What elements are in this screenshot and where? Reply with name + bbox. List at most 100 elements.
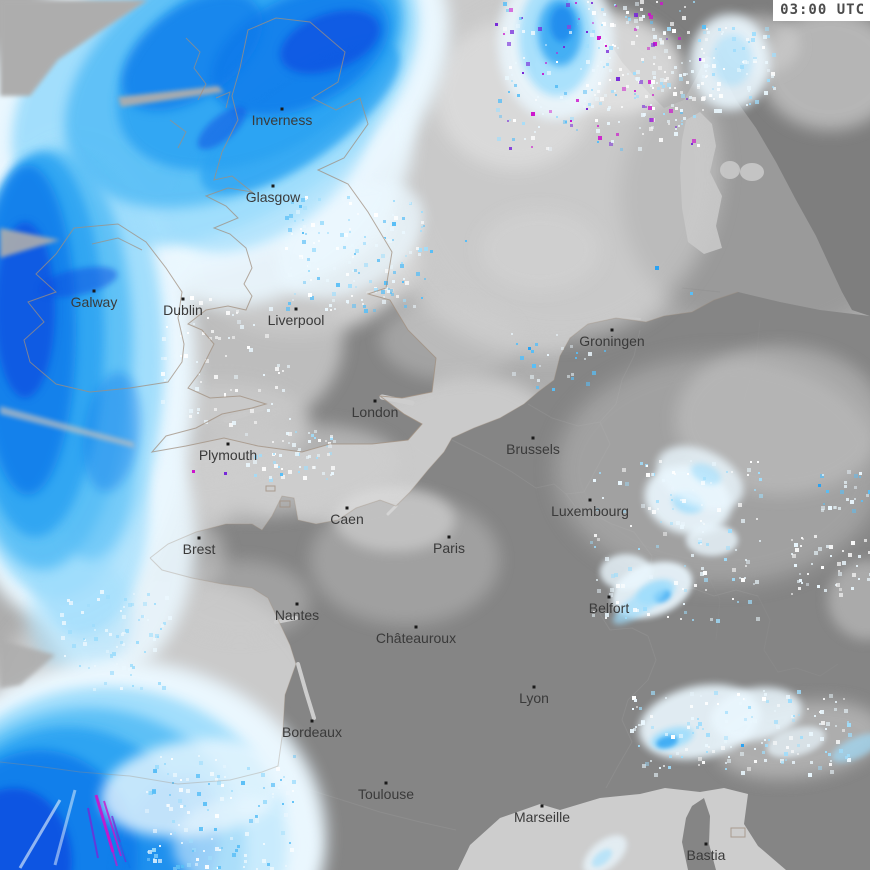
speckle xyxy=(143,602,147,606)
speckle xyxy=(174,832,176,834)
speckle xyxy=(793,715,795,717)
speckle xyxy=(642,61,644,63)
speckle xyxy=(848,733,852,737)
speckle xyxy=(616,133,619,136)
city-label: Plymouth xyxy=(199,447,257,463)
speckle xyxy=(754,489,756,491)
speckle xyxy=(643,113,646,116)
speckle xyxy=(180,355,182,357)
city-label: Bordeaux xyxy=(282,724,342,740)
speckle xyxy=(195,863,198,866)
speckle xyxy=(79,665,81,667)
speckle xyxy=(728,529,732,533)
speckle xyxy=(381,290,385,294)
speckle xyxy=(823,503,825,505)
speckle xyxy=(146,791,148,793)
speckle xyxy=(566,0,568,2)
speckle xyxy=(511,74,513,76)
speckle xyxy=(636,70,640,74)
speckle xyxy=(535,343,538,346)
speckle xyxy=(416,272,420,276)
beam-gap xyxy=(0,406,135,448)
speckle xyxy=(748,41,750,43)
speckle xyxy=(845,756,848,759)
speckle xyxy=(864,539,867,542)
speckle xyxy=(786,746,789,749)
speckle xyxy=(225,355,227,357)
speckle xyxy=(147,593,150,596)
city-dot xyxy=(414,625,418,629)
speckle xyxy=(626,21,629,24)
speckle xyxy=(552,388,555,391)
speckle xyxy=(777,704,780,707)
speckle xyxy=(842,561,846,565)
speckle xyxy=(692,732,694,734)
speckle xyxy=(766,700,769,703)
rain-blob xyxy=(38,266,118,298)
speckle xyxy=(522,122,525,125)
speckle xyxy=(313,242,315,244)
speckle xyxy=(218,866,221,869)
speckle xyxy=(698,540,702,544)
speckle xyxy=(656,500,659,503)
speckle xyxy=(312,466,315,469)
speckle xyxy=(511,80,513,82)
heavy-rain-streak-layer xyxy=(18,789,131,869)
speckle xyxy=(686,73,688,75)
speckle xyxy=(263,374,265,376)
speckle xyxy=(639,707,642,710)
speckle xyxy=(158,682,161,685)
speckle xyxy=(657,87,660,90)
speckle xyxy=(569,31,572,34)
speckle xyxy=(344,233,348,237)
speckle xyxy=(392,280,395,283)
speckle xyxy=(197,408,200,411)
speckle xyxy=(149,633,153,637)
speckle xyxy=(681,94,685,98)
speckle xyxy=(847,754,850,757)
speckle xyxy=(669,87,671,89)
city-marker: Luxembourg xyxy=(551,498,629,519)
speckle xyxy=(683,73,686,76)
city-marker: Liverpool xyxy=(268,307,324,328)
speckle xyxy=(829,763,832,766)
speckle xyxy=(665,733,668,736)
speckle xyxy=(616,77,620,81)
speckle xyxy=(714,691,718,695)
speckle xyxy=(298,257,302,261)
speckle xyxy=(687,31,690,34)
speckle xyxy=(612,44,614,46)
speckle xyxy=(316,457,318,459)
speckle xyxy=(771,75,774,78)
speckle xyxy=(609,593,613,597)
speckle xyxy=(681,522,685,526)
speckle xyxy=(348,261,351,264)
speckle xyxy=(154,854,158,858)
speckle xyxy=(704,578,708,582)
speckle xyxy=(854,486,857,489)
speckle xyxy=(254,421,257,424)
speckle xyxy=(158,859,162,863)
speckle xyxy=(591,89,593,91)
speckle xyxy=(767,69,770,72)
speckle xyxy=(540,106,542,108)
speckle xyxy=(265,334,269,338)
speckle xyxy=(253,460,257,464)
speckle xyxy=(697,144,700,147)
speckle xyxy=(522,72,524,74)
speckle xyxy=(214,375,218,379)
speckle xyxy=(664,71,666,73)
speckle xyxy=(754,748,756,750)
speckle xyxy=(667,83,671,87)
speckle xyxy=(609,46,613,50)
speckle xyxy=(221,847,223,849)
speckle xyxy=(626,85,629,88)
speckle xyxy=(730,746,732,748)
speckle xyxy=(224,393,226,395)
speckle xyxy=(240,325,244,329)
speckle xyxy=(161,624,164,627)
speckle xyxy=(531,112,535,116)
speckle xyxy=(640,8,643,11)
speckle xyxy=(389,265,393,269)
